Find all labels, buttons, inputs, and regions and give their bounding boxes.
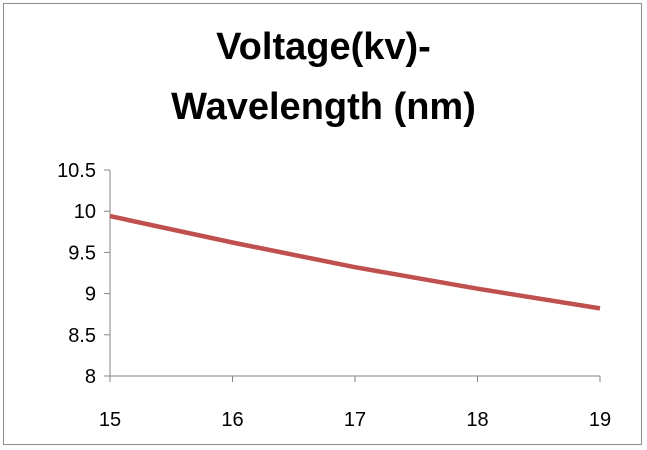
series-line-0	[109, 213, 601, 311]
y-axis: 8 8.5 9 9.5 10 10.5	[57, 160, 111, 388]
y-tick-label: 8.5	[68, 325, 96, 347]
y-tick-label: 9	[85, 284, 96, 306]
x-tick-label: 15	[99, 409, 121, 431]
x-tick-label: 19	[589, 409, 611, 431]
x-axis: 15 16 17 18 19	[99, 375, 611, 431]
x-tick-label: 17	[344, 409, 366, 431]
chart-title-line-2: Wavelength (nm)	[171, 86, 476, 128]
x-tick-label: 18	[466, 409, 488, 431]
y-tick-label: 8	[85, 366, 96, 388]
y-tick-label: 10	[74, 201, 96, 223]
x-tick-label: 16	[221, 409, 243, 431]
y-tick-label: 9.5	[68, 242, 96, 264]
chart-title-line-1: Voltage(kv)-	[216, 26, 431, 68]
y-tick-label: 10.5	[57, 160, 96, 182]
series-layer	[109, 213, 601, 311]
